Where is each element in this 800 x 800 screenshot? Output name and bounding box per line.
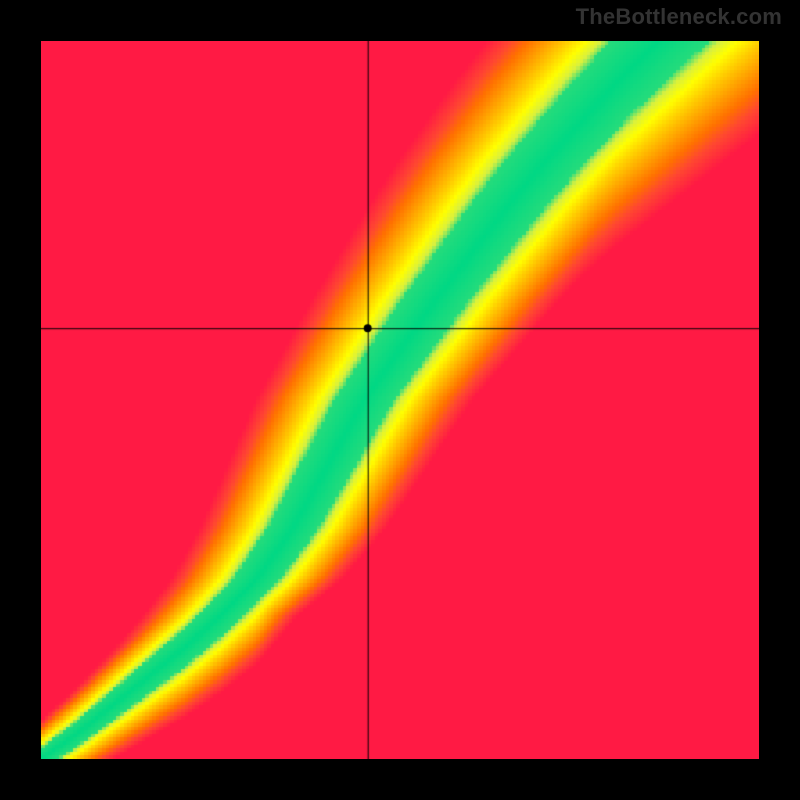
watermark-text: TheBottleneck.com xyxy=(576,4,782,30)
bottleneck-heatmap xyxy=(41,41,759,759)
figure-container: TheBottleneck.com xyxy=(0,0,800,800)
